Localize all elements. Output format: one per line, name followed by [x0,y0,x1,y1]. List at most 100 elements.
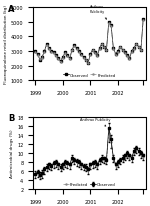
Predicted [110,141,112,143]
Predicted [142,20,144,22]
Observed [57,58,59,60]
Predicted [55,56,57,58]
Predicted [62,57,64,60]
Predicted [112,48,114,51]
Observed [106,49,107,52]
Predicted [60,166,61,169]
Predicted [87,169,89,172]
Predicted [117,162,119,164]
Predicted [76,48,78,51]
Predicted [108,23,110,25]
Predicted [124,53,126,55]
Predicted [71,50,73,52]
Predicted [67,163,68,166]
Observed [90,53,91,56]
Predicted [74,46,75,48]
Predicted [53,53,55,55]
Observed [117,50,119,53]
Predicted [90,54,91,57]
Predicted [53,163,55,166]
Predicted [115,165,117,167]
Observed [67,55,68,57]
Predicted [83,57,84,60]
Observed [119,46,121,49]
Predicted [34,174,36,176]
Predicted [96,165,98,167]
Line: Predicted: Predicted [34,20,144,65]
Predicted [101,44,103,47]
Observed [69,58,71,60]
Observed [133,48,135,50]
Predicted [101,157,103,160]
Predicted [50,51,52,54]
Predicted [103,47,105,49]
Observed [62,56,64,59]
Predicted [126,56,128,58]
Observed [50,50,52,53]
Text: B: B [8,113,15,122]
Observed [124,52,126,54]
Predicted [41,57,43,60]
Observed [83,56,84,59]
Observed [48,48,50,50]
Predicted [85,166,87,169]
Observed [92,49,94,52]
Predicted [135,44,137,47]
Predicted [46,45,48,47]
Observed [108,21,110,24]
Observed [87,62,89,65]
Observed [60,61,61,63]
Line: Predicted: Predicted [34,132,144,177]
Predicted [99,48,100,51]
Observed [39,59,41,62]
Predicted [39,59,41,61]
Predicted [108,132,110,134]
Predicted [64,162,66,164]
Observed [37,53,39,56]
Observed [103,46,105,49]
Predicted [103,159,105,161]
Predicted [64,53,66,55]
Predicted [110,26,112,28]
Predicted [133,48,135,51]
Observed [115,53,117,56]
Observed [122,49,123,52]
Observed [53,52,55,54]
Observed [80,53,82,56]
Predicted [80,54,82,57]
Observed [99,48,100,50]
Predicted [112,157,114,160]
Observed [110,24,112,27]
Predicted [94,162,96,164]
Predicted [50,166,52,169]
Observed [94,52,96,54]
Predicted [131,51,133,54]
Predicted [115,54,117,57]
Observed [126,55,128,57]
Predicted [131,157,133,160]
Observed [140,49,142,52]
Observed [74,45,75,47]
Predicted [119,160,121,163]
Observed [131,50,133,53]
Observed [41,56,43,59]
Predicted [92,163,94,166]
Legend: Predicted, Observed: Predicted, Observed [61,180,117,188]
Predicted [126,153,128,155]
Observed [44,50,45,53]
Predicted [62,165,64,167]
Predicted [90,165,91,167]
Predicted [140,50,142,52]
Predicted [39,175,41,177]
Observed [112,48,114,50]
Predicted [37,172,39,175]
Predicted [37,54,39,57]
Text: Anthrax
Publicity: Anthrax Publicity [90,5,106,20]
Predicted [129,59,130,61]
Predicted [106,50,107,52]
Predicted [44,169,45,172]
Observed [129,58,130,60]
Predicted [69,165,71,167]
Predicted [74,160,75,163]
Predicted [119,47,121,49]
